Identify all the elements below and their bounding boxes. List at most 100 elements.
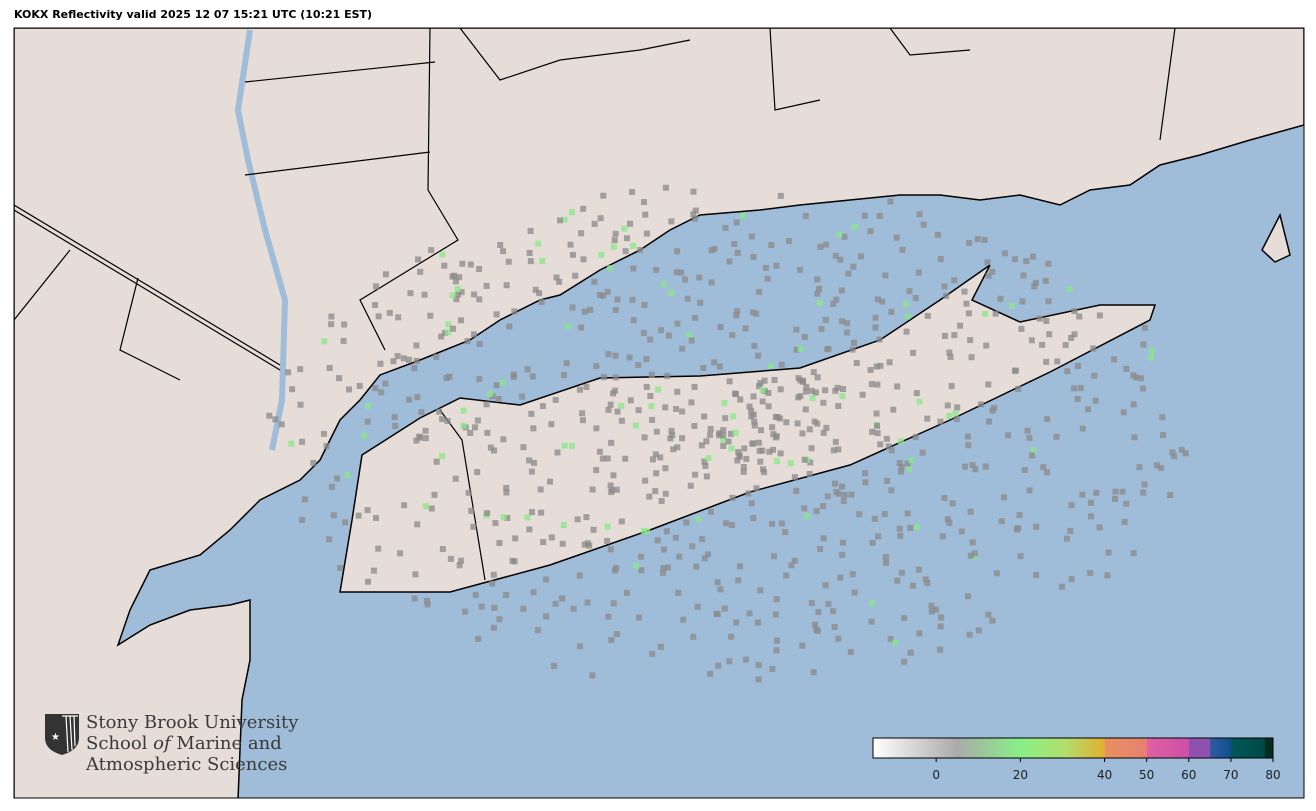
radar-pixel bbox=[361, 432, 368, 439]
radar-pixel bbox=[551, 662, 558, 669]
radar-pixel bbox=[1123, 365, 1130, 372]
radar-pixel bbox=[912, 295, 919, 302]
radar-pixel bbox=[431, 491, 438, 498]
radar-pixel bbox=[491, 604, 498, 611]
radar-pixel bbox=[553, 274, 560, 281]
radar-pixel bbox=[754, 619, 761, 626]
radar-pixel bbox=[965, 310, 972, 317]
radar-pixel bbox=[626, 354, 633, 361]
radar-pixel bbox=[583, 514, 590, 521]
radar-pixel bbox=[922, 576, 929, 583]
radar-pixel bbox=[629, 188, 636, 195]
radar-pixel bbox=[733, 312, 740, 319]
radar-pixel bbox=[680, 616, 687, 623]
radar-pixel bbox=[661, 546, 668, 553]
radar-pixel bbox=[446, 373, 453, 380]
radar-pixel bbox=[500, 514, 507, 521]
radar-pixel bbox=[618, 417, 625, 424]
radar-pixel bbox=[355, 512, 362, 519]
radar-pixel bbox=[856, 511, 863, 518]
radar-pixel bbox=[570, 605, 577, 612]
radar-pixel bbox=[576, 643, 583, 650]
radar-pixel bbox=[610, 600, 617, 607]
radar-pixel bbox=[898, 569, 905, 576]
radar-pixel bbox=[596, 448, 603, 455]
radar-pixel bbox=[1018, 325, 1025, 332]
radar-pixel bbox=[971, 550, 978, 557]
radar-pixel bbox=[689, 543, 696, 550]
radar-pixel bbox=[825, 600, 832, 607]
radar-pixel bbox=[881, 511, 888, 518]
radar-pixel bbox=[540, 539, 547, 546]
radar-pixel bbox=[969, 461, 976, 468]
radar-pixel bbox=[640, 329, 647, 336]
radar-pixel bbox=[751, 418, 758, 425]
radar-pixel bbox=[328, 313, 335, 320]
radar-pixel bbox=[1171, 453, 1178, 460]
radar-pixel bbox=[833, 296, 840, 303]
radar-pixel bbox=[467, 429, 474, 436]
radar-pixel bbox=[873, 363, 880, 370]
radar-pixel bbox=[812, 389, 819, 396]
radar-pixel bbox=[907, 649, 914, 656]
radar-pixel bbox=[756, 383, 763, 390]
radar-pixel bbox=[901, 615, 908, 622]
radar-pixel bbox=[372, 283, 379, 290]
radar-echoes bbox=[266, 184, 1189, 683]
radar-pixel bbox=[769, 520, 776, 527]
radar-pixel bbox=[572, 272, 579, 279]
radar-pixel bbox=[456, 274, 463, 281]
radar-pixel bbox=[607, 546, 614, 553]
radar-pixel bbox=[928, 608, 935, 615]
radar-pixel bbox=[668, 427, 675, 434]
radar-pixel bbox=[985, 381, 992, 388]
radar-pixel bbox=[1013, 526, 1020, 533]
radar-pixel bbox=[726, 378, 733, 385]
radar-pixel bbox=[1021, 466, 1028, 473]
radar-pixel bbox=[539, 258, 546, 265]
radar-pixel bbox=[985, 272, 992, 279]
radar-pixel bbox=[439, 251, 446, 258]
radar-pixel bbox=[773, 596, 780, 603]
radar-pixel bbox=[890, 406, 897, 413]
radar-pixel bbox=[436, 408, 443, 415]
radar-pixel bbox=[1139, 385, 1146, 392]
radar-pixel bbox=[478, 603, 485, 610]
radar-pixel bbox=[657, 327, 664, 334]
radar-pixel bbox=[947, 353, 954, 360]
radar-pixel bbox=[674, 248, 681, 255]
radar-pixel bbox=[503, 484, 510, 491]
radar-pixel bbox=[641, 199, 648, 206]
radar-pixel bbox=[941, 283, 948, 290]
radar-pixel bbox=[896, 459, 903, 466]
radar-pixel bbox=[851, 339, 858, 346]
radar-pixel bbox=[641, 434, 648, 441]
radar-pixel bbox=[812, 621, 819, 628]
radar-pixel bbox=[836, 231, 843, 238]
radar-pixel bbox=[875, 533, 882, 540]
radar-pixel bbox=[365, 402, 372, 409]
radar-pixel bbox=[787, 460, 794, 467]
radar-pixel bbox=[458, 289, 465, 296]
radar-pixel bbox=[690, 211, 697, 218]
radar-pixel bbox=[1026, 487, 1033, 494]
radar-pixel bbox=[1141, 324, 1148, 331]
radar-pixel bbox=[872, 324, 879, 331]
radar-pixel bbox=[832, 438, 839, 445]
radar-pixel bbox=[810, 369, 817, 376]
radar-pixel bbox=[1123, 500, 1130, 507]
radar-pixel bbox=[449, 292, 456, 299]
radar-pixel bbox=[662, 404, 669, 411]
radar-pixel bbox=[729, 413, 736, 420]
radar-pixel bbox=[958, 528, 965, 535]
radar-pixel bbox=[802, 388, 809, 395]
radar-pixel bbox=[342, 519, 349, 526]
radar-pixel bbox=[899, 246, 906, 253]
radar-pixel bbox=[382, 380, 389, 387]
radar-pixel bbox=[967, 552, 974, 559]
radar-pixel bbox=[904, 460, 911, 467]
radar-pixel bbox=[1074, 395, 1081, 402]
radar-pixel bbox=[1119, 488, 1126, 495]
radar-pixel bbox=[652, 451, 659, 458]
radar-pixel bbox=[462, 608, 469, 615]
